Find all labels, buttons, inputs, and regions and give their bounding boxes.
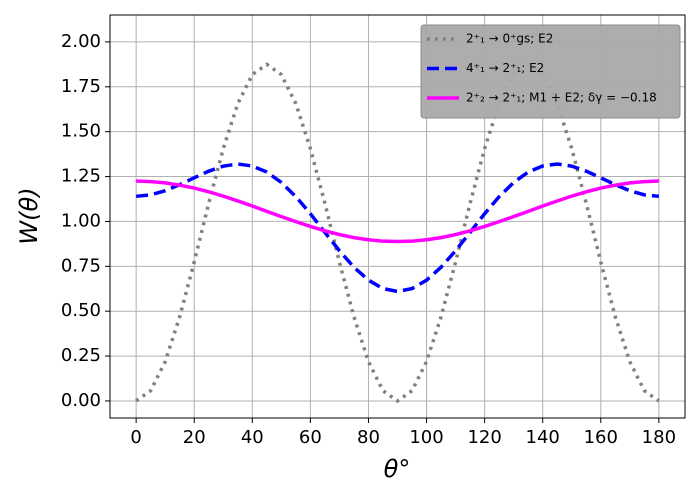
x-tick-label: 0 <box>130 427 141 448</box>
x-tick-label: 100 <box>409 427 443 448</box>
y-tick-label: 0.00 <box>61 390 101 411</box>
y-axis-label: W(θ) <box>15 187 43 244</box>
legend-label: 2⁺₂ → 2⁺₁; M1 + E2; δγ = −0.18 <box>466 91 657 105</box>
x-axis-label: θ° <box>384 455 411 483</box>
y-tick-label: 0.50 <box>61 300 101 321</box>
legend-box <box>420 24 681 119</box>
legend-label: 4⁺₁ → 2⁺₁; E2 <box>466 61 544 75</box>
x-tick-label: 140 <box>526 427 560 448</box>
x-tick-label: 160 <box>584 427 618 448</box>
x-tick-label: 60 <box>299 427 322 448</box>
y-tick-label: 1.50 <box>61 121 101 142</box>
plot-frame <box>109 14 686 419</box>
legend-label: 2⁺₁ → 0⁺gs; E2 <box>466 32 553 46</box>
x-tick-label: 120 <box>467 427 501 448</box>
y-tick-label: 1.00 <box>61 210 101 231</box>
series-line <box>135 62 660 404</box>
x-tick-label: 80 <box>357 427 380 448</box>
y-tick-label: 1.25 <box>61 166 101 187</box>
y-tick-label: 1.75 <box>61 76 101 97</box>
y-tick-label: 0.25 <box>61 345 101 366</box>
y-tick-label: 0.75 <box>61 255 101 276</box>
series-line <box>135 162 660 294</box>
x-tick-label: 20 <box>183 427 206 448</box>
x-tick-label: 180 <box>642 427 676 448</box>
series-line <box>136 179 659 244</box>
y-tick-label: 2.00 <box>61 31 101 52</box>
x-tick-label: 40 <box>241 427 264 448</box>
